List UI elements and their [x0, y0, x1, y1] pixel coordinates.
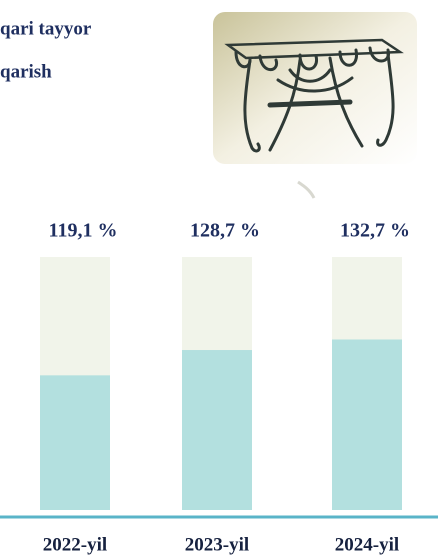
- value-label: 132,7 %: [340, 220, 410, 242]
- bar: [182, 350, 252, 510]
- reflection: [298, 182, 314, 198]
- value-label: 128,7 %: [190, 220, 260, 242]
- value-label: 119,1 %: [49, 220, 118, 242]
- photo: [213, 12, 417, 198]
- bar: [332, 339, 402, 510]
- title-line: qarish: [0, 61, 52, 82]
- page: qari tayyor qarish 119,1 % 2022-yil 128,7 …: [0, 0, 438, 559]
- chart: qari tayyor qarish 119,1 % 2022-yil 128,7 …: [0, 0, 438, 559]
- bar: [40, 375, 110, 510]
- x-tick-label: 2022-yil: [43, 534, 107, 555]
- x-tick-label: 2023-yil: [185, 534, 249, 555]
- x-tick-label: 2024-yil: [335, 534, 399, 555]
- title-line: qari tayyor: [0, 18, 92, 39]
